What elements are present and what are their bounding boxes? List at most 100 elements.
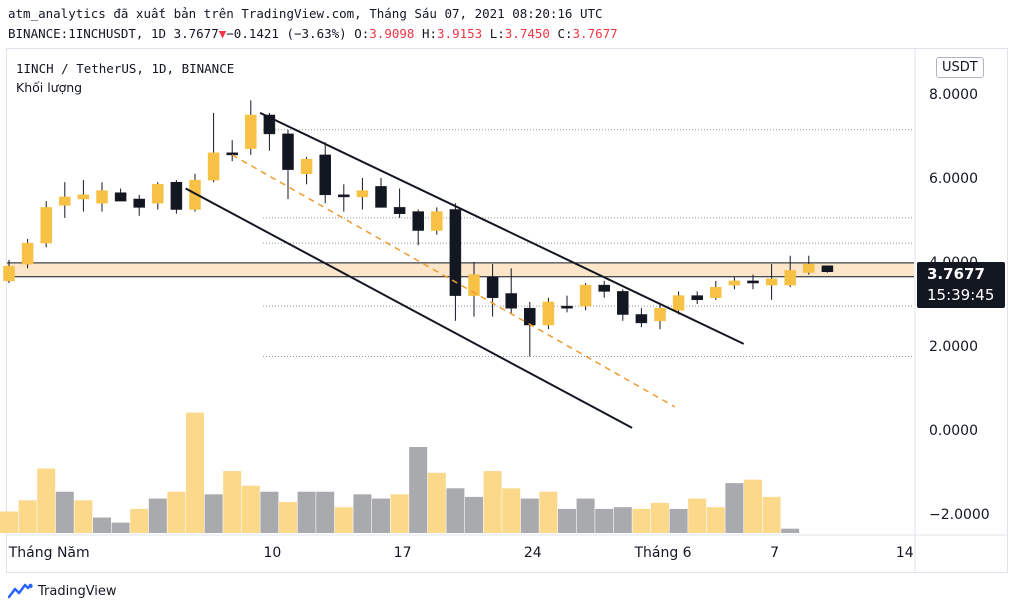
candle-body: [821, 265, 834, 273]
x-tick-label: 10: [263, 545, 281, 561]
volume-bar: [558, 508, 576, 533]
currency-button[interactable]: USDT: [936, 57, 984, 78]
volume-bar: [576, 498, 595, 533]
candle-body: [300, 158, 313, 175]
volume-bar: [781, 528, 800, 533]
candle-body: [356, 190, 369, 198]
volume-bar: [372, 498, 390, 533]
bar-countdown: 15:39:45: [927, 286, 995, 304]
channel-lower-trendline: [185, 187, 633, 429]
volume-bar: [18, 500, 37, 533]
header-l-value: 3.7450: [504, 26, 550, 41]
volume-bar: [502, 488, 521, 533]
volume-bar: [130, 508, 149, 533]
candle-body: [561, 305, 573, 309]
candle-body: [579, 284, 592, 307]
volume-bar: [74, 500, 93, 533]
volume-bar: [37, 468, 56, 533]
header-o-label: O:: [354, 26, 370, 41]
volume-bar: [725, 483, 744, 533]
volume-bar: [427, 472, 446, 533]
candle-body: [59, 196, 71, 206]
header-o-value: 3.9098: [369, 26, 415, 41]
header-c-value: 3.7677: [572, 26, 618, 41]
volume-bar: [409, 447, 428, 533]
y-tick-label: 0.0000: [929, 423, 978, 439]
y-tick-label: 8.0000: [929, 87, 978, 103]
y-tick-label: −2.0000: [929, 507, 990, 523]
last-price-tag: 3.7677 15:39:45: [917, 262, 1005, 308]
header-ohlc-line: BINANCE:1INCHUSDT, 1D 3.7677▼−0.1421 (−3…: [8, 26, 618, 41]
x-tick-label: Tháng 6: [633, 545, 691, 561]
candle-body: [226, 152, 238, 156]
channel-mid-dashed-line: [231, 154, 676, 408]
candle-body: [691, 295, 703, 301]
header-symbol: BINANCE:1INCHUSDT, 1D: [8, 26, 167, 41]
volume-bar: [632, 508, 651, 533]
candle-body: [375, 186, 387, 208]
candle-body: [468, 274, 480, 296]
volume-bar: [148, 498, 167, 533]
volume-bar: [223, 471, 242, 533]
volume-bar: [688, 498, 707, 533]
volume-bar: [706, 507, 725, 533]
x-tick-label: Tháng Năm: [8, 545, 90, 561]
candle-body: [96, 190, 108, 204]
volume-bar: [334, 507, 353, 533]
volume-bar: [762, 496, 781, 533]
candle-body: [803, 263, 815, 273]
candle-body: [338, 194, 350, 198]
candle-body: [765, 278, 778, 286]
candle-body: [189, 179, 201, 210]
candle-body: [152, 184, 164, 204]
candle-body: [747, 280, 759, 284]
candle-body: [170, 181, 183, 210]
volume-bar: [651, 502, 669, 533]
candle-body: [505, 293, 517, 309]
volume-bar: [595, 508, 614, 533]
header-last: 3.7677: [173, 26, 219, 41]
y-tick-label: 2.0000: [929, 339, 978, 355]
x-tick-label: 14: [896, 545, 914, 561]
volume-bar: [520, 498, 539, 533]
candle-body: [710, 286, 722, 298]
header-c-label: C:: [557, 26, 573, 41]
candle-body: [784, 270, 796, 286]
volume-bar: [111, 522, 130, 533]
candle-body: [393, 207, 406, 214]
candle-body: [263, 114, 276, 135]
volume-bar: [279, 502, 297, 533]
y-tick-label: 6.0000: [929, 171, 978, 187]
candle-body: [524, 307, 536, 326]
volume-bar: [465, 496, 483, 533]
candle-body: [486, 276, 499, 298]
volume-bar: [93, 517, 111, 533]
channel-upper-trendline: [259, 111, 745, 345]
candle-body: [319, 154, 331, 196]
volume-bar: [260, 491, 279, 533]
chart-frame[interactable]: [6, 48, 1008, 573]
footer-brand: TradingView: [38, 583, 117, 599]
candle-body: [598, 284, 610, 292]
candle-body: [40, 207, 52, 244]
candle-body: [282, 133, 294, 170]
tradingview-footer[interactable]: TradingView: [8, 582, 117, 600]
x-tick-label: 7: [770, 545, 779, 561]
header-publish-line: atm_analytics đã xuất bản trên TradingVi…: [8, 6, 603, 21]
volume-bar: [446, 488, 465, 533]
volume-bar: [390, 494, 409, 533]
volume-bar: [241, 485, 260, 533]
volume-bar: [297, 491, 316, 533]
volume-bar: [669, 508, 688, 533]
volume-bar: [483, 471, 502, 533]
candle-body: [133, 198, 145, 208]
change-down-icon: ▼: [218, 26, 227, 41]
candle-body: [635, 314, 648, 324]
volume-bar: [0, 511, 18, 533]
volume-bar: [167, 491, 186, 533]
volume-indicator-label[interactable]: Khối lượng: [16, 80, 83, 95]
volume-bar: [55, 491, 74, 533]
volume-bar: [613, 507, 632, 533]
candle-body: [728, 280, 741, 286]
